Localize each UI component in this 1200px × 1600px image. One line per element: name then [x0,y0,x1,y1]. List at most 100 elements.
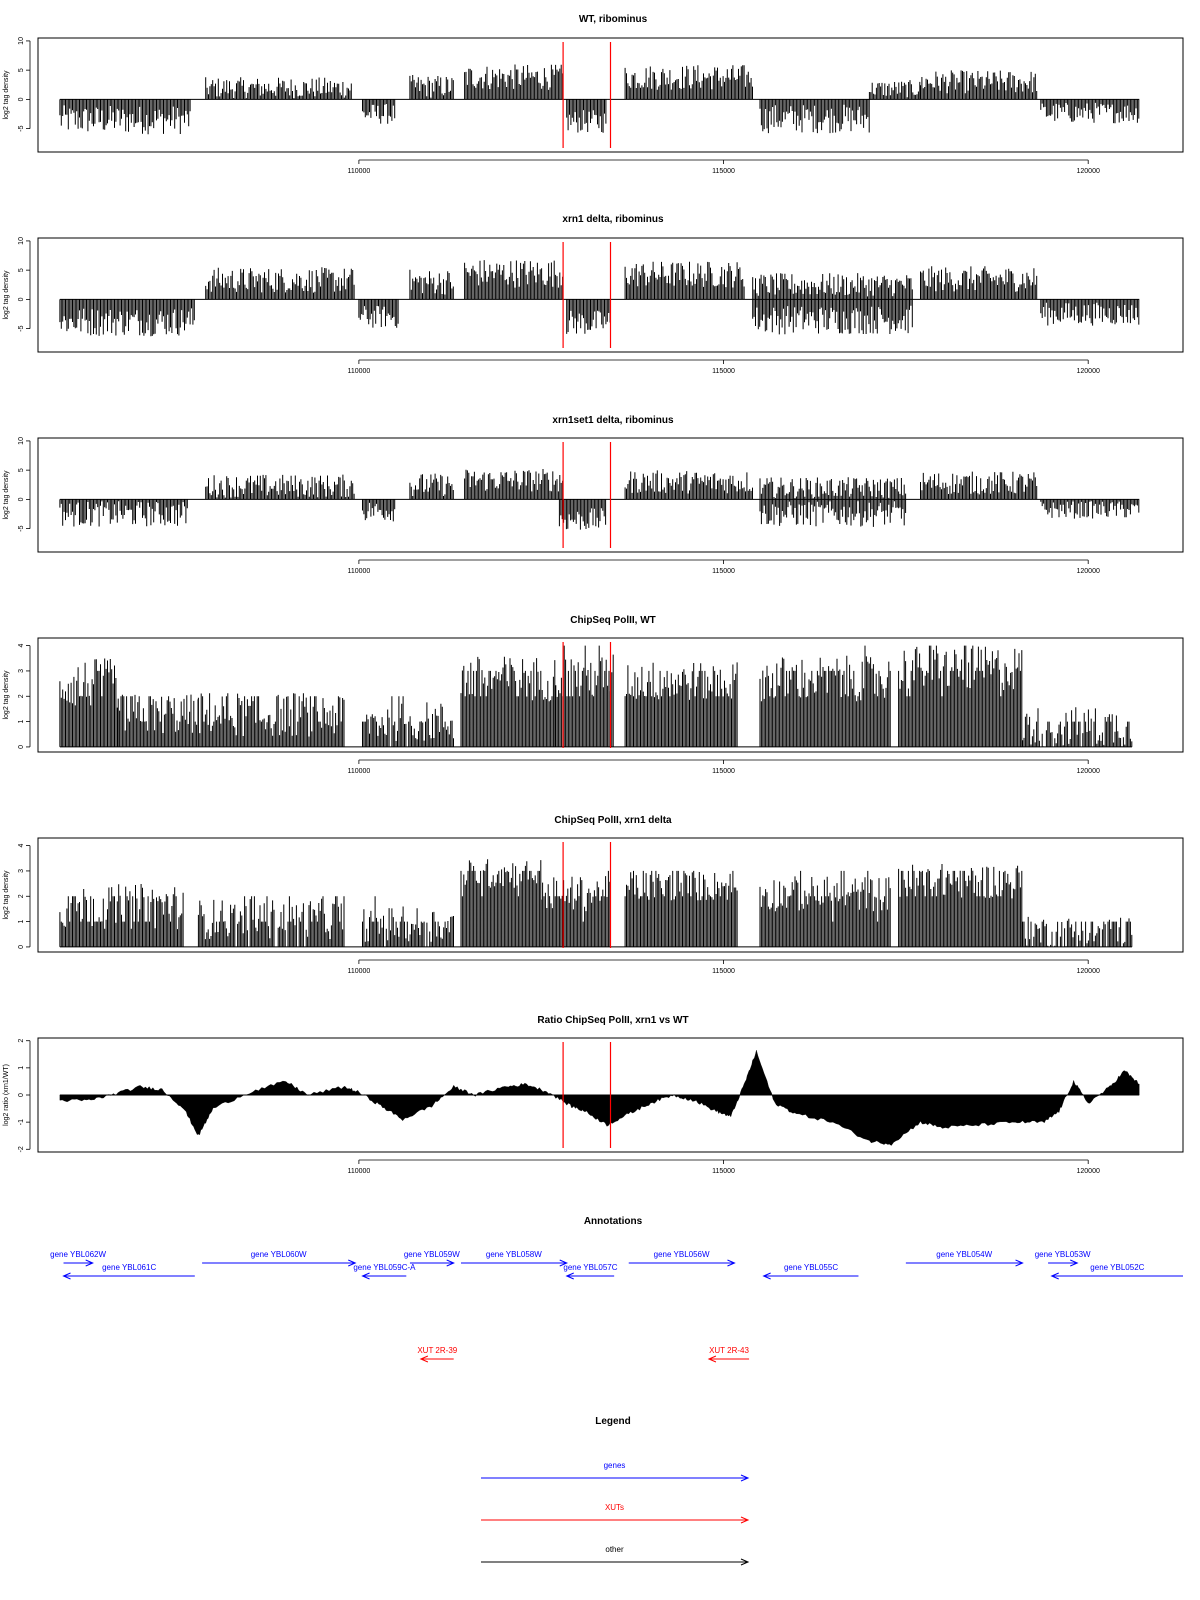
legend-label: genes [604,1461,626,1470]
y-tick-label: 1 [18,1066,25,1070]
plot-frame [37,437,1184,553]
feature-arrowhead [1015,1259,1024,1267]
y-tick-label: -5 [18,525,25,531]
feature-arrowhead [559,1259,569,1267]
x-tick-label: 110000 [347,368,370,375]
signal-bars [59,64,1140,135]
feature-arrowhead [446,1259,455,1267]
x-tick-label: 110000 [347,968,370,975]
y-tick-label: -5 [18,125,25,131]
panel-title: ChipSeq PolII, xrn1 delta [554,815,672,826]
legend-arrowhead [740,1516,750,1524]
signal-bars [59,645,1133,747]
feature-arrowhead [762,1272,771,1280]
y-tick-label: 0 [18,1093,25,1097]
feature-label: XUT 2R-39 [417,1346,457,1355]
feature-label: gene YBL059C-A [353,1263,416,1272]
plot-frame [37,637,1184,753]
y-axis-title: log2 tag density [3,70,10,120]
y-tick-label: 0 [18,945,25,949]
panel-ratio: Ratio ChipSeq PolII, xrn1 vs WT -2 -1 0 1 2 l… [3,1015,1184,1175]
feature-arrowhead [727,1259,736,1267]
y-tick-label: -2 [18,1146,25,1152]
feature-arrowhead [565,1272,574,1280]
feature-arrowhead [85,1259,94,1267]
x-tick-label: 110000 [347,1168,370,1175]
plot-frame [37,837,1184,953]
y-tick-label: 0 [18,497,25,501]
y-tick-label: 2 [18,1039,25,1043]
y-tick-label: 0 [18,297,25,301]
feature-arrowhead [348,1259,357,1267]
feature-label: gene YBL059W [404,1250,460,1259]
x-tick-label: 110000 [347,168,370,175]
ratio-area [59,1050,1140,1146]
y-axis-title: log2 ratio (xrn1/WT) [3,1064,10,1126]
panel-title: Ratio ChipSeq PolII, xrn1 vs WT [537,1015,688,1026]
plot-frame [37,1037,1184,1153]
panel-title: WT, ribominus [579,14,648,25]
y-axis-title: log2 tag density [3,670,10,720]
feature-label: gene YBL053W [1035,1250,1091,1259]
feature-arrowhead [1050,1272,1059,1280]
y-tick-label: 3 [18,669,25,673]
feature-arrowhead [1070,1259,1079,1267]
y-tick-label: 5 [18,68,25,72]
legend-arrowhead [740,1474,750,1482]
legend-label: XUTs [605,1503,624,1512]
x-tick-label: 120000 [1077,168,1100,175]
signal-bars [59,469,1140,530]
x-tick-label: 110000 [347,768,370,775]
feature-label: gene YBL052C [1090,1263,1144,1272]
legend-label: other [605,1545,624,1554]
feature-label: gene YBL058W [486,1250,542,1259]
y-tick-label: 0 [18,745,25,749]
feature-label: gene YBL056W [654,1250,710,1259]
x-tick-label: 115000 [712,968,735,975]
y-tick-label: 10 [18,37,25,45]
feature-label: gene YBL060W [251,1250,307,1259]
panel-title: ChipSeq PolII, WT [570,615,656,626]
feature-label: gene YBL062W [50,1250,106,1259]
y-tick-label: -5 [18,325,25,331]
panel-xrn1set1-ribominus: xrn1set1 delta, ribominus -5 0 5 10 log2 tag… [3,415,1184,575]
x-tick-label: 115000 [712,1168,735,1175]
panel-chipseq-wt: ChipSeq PolII, WT 0 1 2 3 4 log2 tag density 1… [3,615,1184,775]
feature-arrowhead [707,1355,717,1363]
panel-wt-ribominus: WT, ribominus -5 0 5 10 log2 tag density 1100… [3,14,1184,175]
feature-label: XUT 2R-43 [709,1346,749,1355]
x-tick-label: 120000 [1077,968,1100,975]
annotations-title: Annotations [584,1216,643,1227]
feature-arrowhead [62,1272,71,1280]
y-tick-label: 10 [18,237,25,245]
y-axis-title: log2 tag density [3,870,10,920]
x-tick-label: 120000 [1077,1168,1100,1175]
legend-arrowhead [740,1558,750,1566]
y-tick-label: 0 [18,97,25,101]
feature-arrowhead [419,1355,429,1363]
feature-label: gene YBL055C [784,1263,838,1272]
x-tick-label: 120000 [1077,368,1100,375]
y-tick-label: 2 [18,694,25,698]
x-tick-label: 115000 [712,368,735,375]
annotations-track: Annotations gene YBL062W gene YBL061C gene… [50,1216,1183,1363]
x-tick-label: 120000 [1077,568,1100,575]
x-tick-label: 115000 [712,568,735,575]
y-tick-label: 10 [18,437,25,445]
feature-label: gene YBL061C [102,1263,156,1272]
y-tick-label: 3 [18,869,25,873]
signal-bars [59,859,1133,947]
y-axis-title: log2 tag density [3,270,10,320]
y-tick-label: 1 [18,920,25,924]
feature-arrowhead [361,1272,370,1280]
y-tick-label: 5 [18,268,25,272]
panel-xrn1-ribominus: xrn1 delta, ribominus -5 0 5 10 log2 tag den… [3,214,1184,375]
feature-label: gene YBL057C [563,1263,617,1272]
plot-frame [37,237,1184,353]
y-tick-label: -1 [18,1119,25,1125]
y-axis-title: log2 tag density [3,470,10,520]
x-tick-label: 120000 [1077,768,1100,775]
x-tick-label: 115000 [712,768,735,775]
y-tick-label: 5 [18,468,25,472]
